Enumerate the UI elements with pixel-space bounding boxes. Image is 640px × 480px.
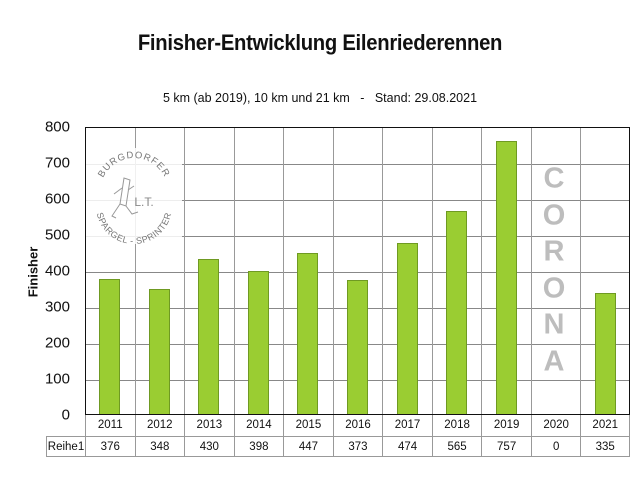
value-cell: 757 [481, 436, 531, 457]
v-gridline [481, 128, 483, 414]
year-cell: 2016 [332, 415, 383, 436]
value-cell: 430 [184, 436, 234, 457]
value-cell: 376 [85, 436, 135, 457]
corona-letter: A [543, 345, 565, 377]
year-cell: 2015 [283, 415, 333, 436]
corona-letter: C [543, 162, 565, 195]
h-gridline [86, 236, 629, 237]
y-tick-label: 300 [44, 298, 70, 316]
v-gridline [332, 128, 334, 414]
year-cell: 2018 [431, 415, 482, 436]
value-cell: 447 [283, 436, 333, 457]
corona-letter: R [543, 235, 565, 268]
v-gridline [530, 128, 532, 414]
y-tick-label: 100 [44, 370, 70, 388]
v-gridline [580, 128, 582, 414]
bar-2021 [594, 293, 616, 414]
year-cell: 2021 [580, 415, 630, 436]
y-tick-label: 400 [44, 262, 70, 280]
bar-2018 [446, 210, 468, 414]
value-cell: 373 [332, 436, 383, 457]
corona-letter: O [542, 199, 566, 231]
v-gridline [184, 128, 186, 414]
v-gridline [283, 128, 285, 414]
bar-2011 [99, 278, 121, 414]
logo-center-text: L.T. [134, 195, 153, 209]
chart-title: Finisher-Entwicklung Eilenriederennen [137, 30, 503, 55]
year-cell: 2013 [184, 415, 234, 436]
y-tick-label: 800 [44, 118, 70, 136]
corona-letter: N [543, 308, 565, 341]
y-tick-label: 200 [44, 334, 70, 352]
bar-2016 [347, 279, 368, 414]
club-logo-icon: BURGDORFER SPARGEL - SPRINTER L.T. [86, 148, 182, 244]
value-cell: 335 [580, 436, 630, 457]
value-cell: 474 [382, 436, 432, 457]
y-tick-label: 700 [44, 154, 70, 172]
year-cell: 2011 [85, 415, 135, 436]
series-label: Reihe1 [46, 436, 85, 457]
chart-subtitle: 5 km (ab 2019), 10 km und 21 km - Stand:… [162, 91, 478, 105]
bar-2012 [148, 288, 170, 414]
year-cell: 2014 [233, 415, 284, 436]
corona-letter: O [542, 272, 566, 304]
value-cell: 398 [233, 436, 284, 457]
value-cell: 565 [431, 436, 482, 457]
v-gridline [382, 128, 384, 414]
year-cell: 2019 [481, 415, 531, 436]
v-gridline [431, 128, 433, 414]
v-gridline [134, 128, 136, 414]
year-cell: 2020 [530, 415, 581, 436]
h-gridline [86, 272, 629, 273]
y-tick-label: 0 [61, 406, 70, 424]
plot-area [85, 127, 630, 415]
v-gridline [233, 128, 235, 414]
bar-2015 [297, 253, 319, 414]
y-tick-label: 500 [44, 226, 70, 244]
y-tick-label: 600 [44, 190, 70, 208]
bar-2019 [495, 141, 517, 414]
value-cell: 348 [134, 436, 185, 457]
bar-2013 [198, 259, 220, 414]
bar-2014 [247, 270, 269, 414]
bar-2017 [396, 243, 418, 414]
year-cell: 2012 [134, 415, 185, 436]
h-gridline [86, 164, 629, 165]
h-gridline [86, 200, 629, 201]
value-cell: 0 [530, 436, 581, 457]
year-cell: 2017 [382, 415, 432, 436]
